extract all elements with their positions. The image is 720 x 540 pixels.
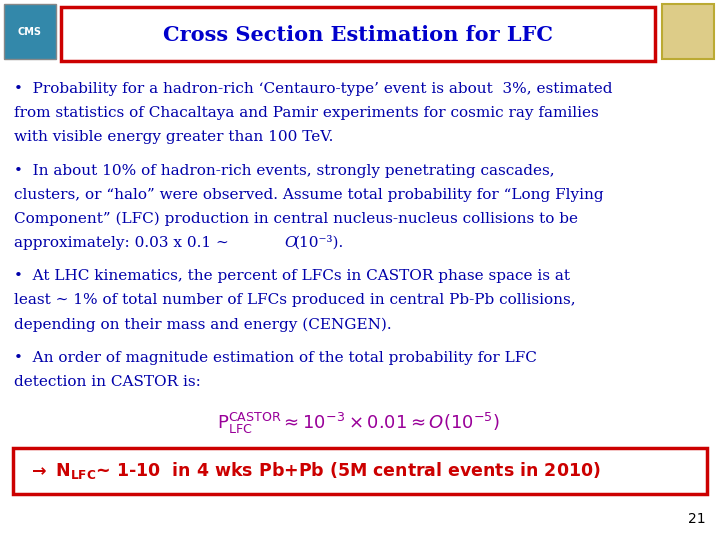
Text: least ∼ 1% of total number of LFCs produced in central Pb-Pb collisions,: least ∼ 1% of total number of LFCs produ… bbox=[14, 293, 575, 307]
Text: O: O bbox=[284, 235, 297, 249]
Text: •  An order of magnitude estimation of the total probability for LFC: • An order of magnitude estimation of th… bbox=[14, 351, 537, 365]
Text: approximately: 0.03 x 0.1 ∼: approximately: 0.03 x 0.1 ∼ bbox=[14, 235, 233, 249]
Text: from statistics of Chacaltaya and Pamir experiments for cosmic ray families: from statistics of Chacaltaya and Pamir … bbox=[14, 106, 599, 120]
Text: •  In about 10% of hadron-rich events, strongly penetrating cascades,: • In about 10% of hadron-rich events, st… bbox=[14, 164, 554, 178]
Text: $\rm P^{CASTOR}_{LFC} \approx 10^{-3} \times 0.01 \approx \mathit{O}(10^{-5})$: $\rm P^{CASTOR}_{LFC} \approx 10^{-3} \t… bbox=[217, 411, 499, 436]
Text: 21: 21 bbox=[688, 512, 706, 526]
FancyBboxPatch shape bbox=[662, 4, 714, 59]
FancyBboxPatch shape bbox=[13, 448, 707, 494]
Text: Component” (LFC) production in central nucleus-nucleus collisions to be: Component” (LFC) production in central n… bbox=[14, 212, 578, 226]
FancyBboxPatch shape bbox=[4, 4, 56, 59]
Text: depending on their mass and energy (CENGEN).: depending on their mass and energy (CENG… bbox=[14, 317, 392, 332]
Text: $\bf{\rightarrow}$ $\bf{N_{LFC}}$~ 1-10  in 4 wks Pb+Pb (5M central events in 20: $\bf{\rightarrow}$ $\bf{N_{LFC}}$~ 1-10 … bbox=[28, 460, 600, 481]
Text: (10⁻³).: (10⁻³). bbox=[294, 235, 344, 250]
Text: •  Probability for a hadron-rich ‘Centauro-type’ event is about  3%, estimated: • Probability for a hadron-rich ‘Centaur… bbox=[14, 82, 613, 96]
Text: detection in CASTOR is:: detection in CASTOR is: bbox=[14, 375, 201, 389]
Text: Cross Section Estimation for LFC: Cross Section Estimation for LFC bbox=[163, 25, 553, 45]
FancyBboxPatch shape bbox=[61, 7, 655, 61]
Text: CMS: CMS bbox=[18, 27, 42, 37]
Text: clusters, or “halo” were observed. Assume total probability for “Long Flying: clusters, or “halo” were observed. Assum… bbox=[14, 187, 603, 201]
Text: •  At LHC kinematics, the percent of LFCs in CASTOR phase space is at: • At LHC kinematics, the percent of LFCs… bbox=[14, 269, 570, 283]
Text: with visible energy greater than 100 TeV.: with visible energy greater than 100 TeV… bbox=[14, 130, 333, 144]
